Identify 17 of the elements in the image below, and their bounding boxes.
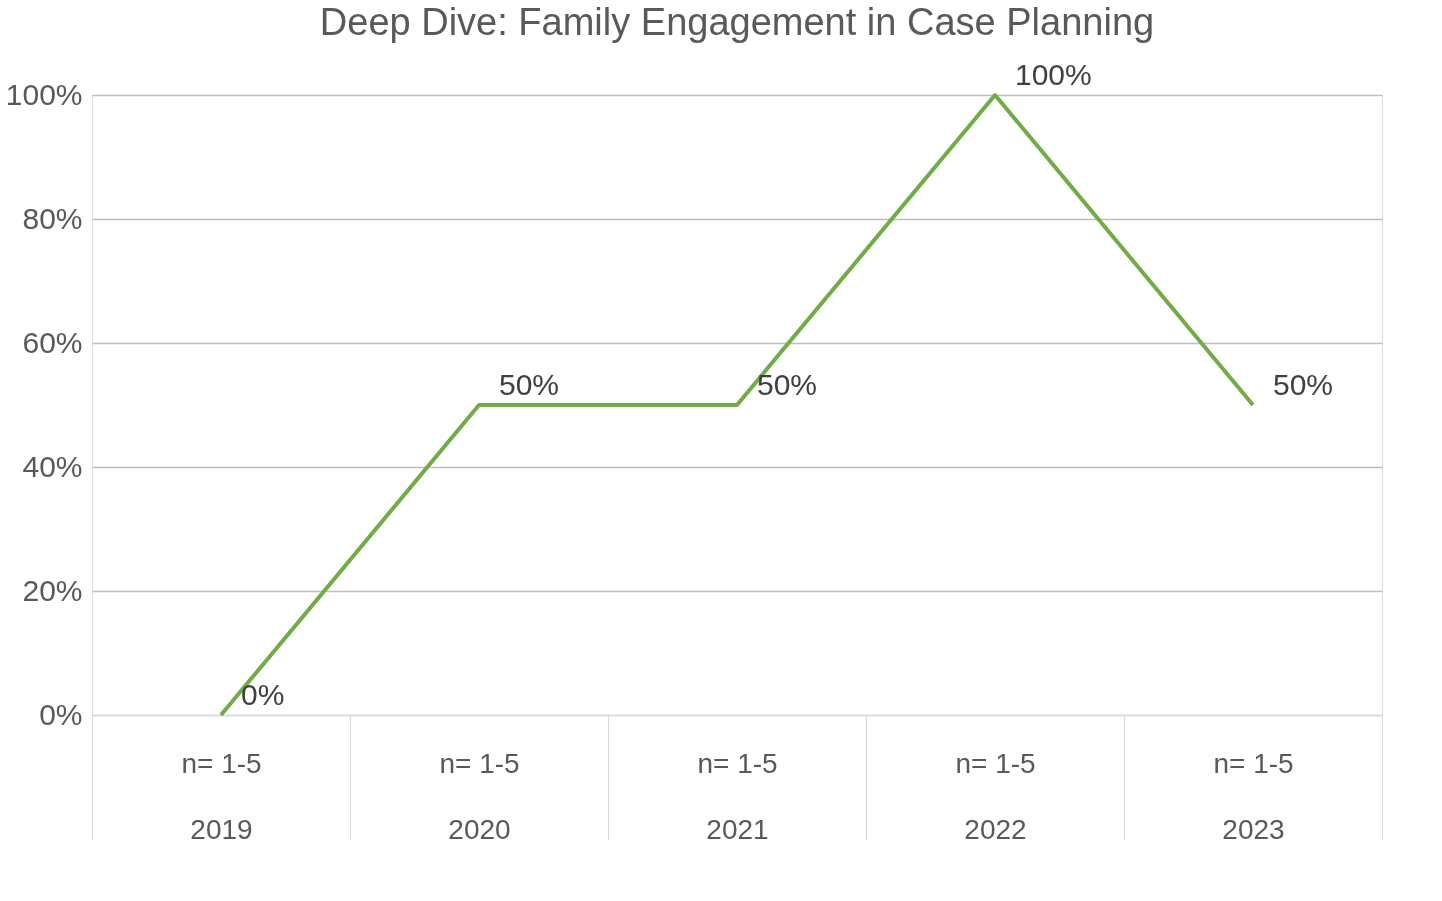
y-tick-label: 20% [22,573,83,607]
category-label: n= 1-5 2023 [1213,747,1294,845]
category-label: n= 1-5 2020 [439,747,520,845]
y-tick-label: 100% [5,77,83,111]
y-tick-label: 0% [39,697,83,731]
data-label: 50% [1273,368,1334,401]
data-label: 100% [1015,58,1092,91]
category-label: n= 1-5 2019 [181,747,262,845]
y-tick-label: 40% [22,449,83,483]
y-tick-label: 80% [22,201,83,235]
data-label: 50% [499,368,560,401]
data-label: 50% [757,368,818,401]
category-label: n= 1-5 2022 [955,747,1036,845]
category-label: n= 1-5 2021 [697,747,778,845]
y-tick-label: 60% [22,325,83,359]
chart-title: Deep Dive: Family Engagement in Case Planning [319,1,1155,43]
data-label: 0% [241,678,285,711]
